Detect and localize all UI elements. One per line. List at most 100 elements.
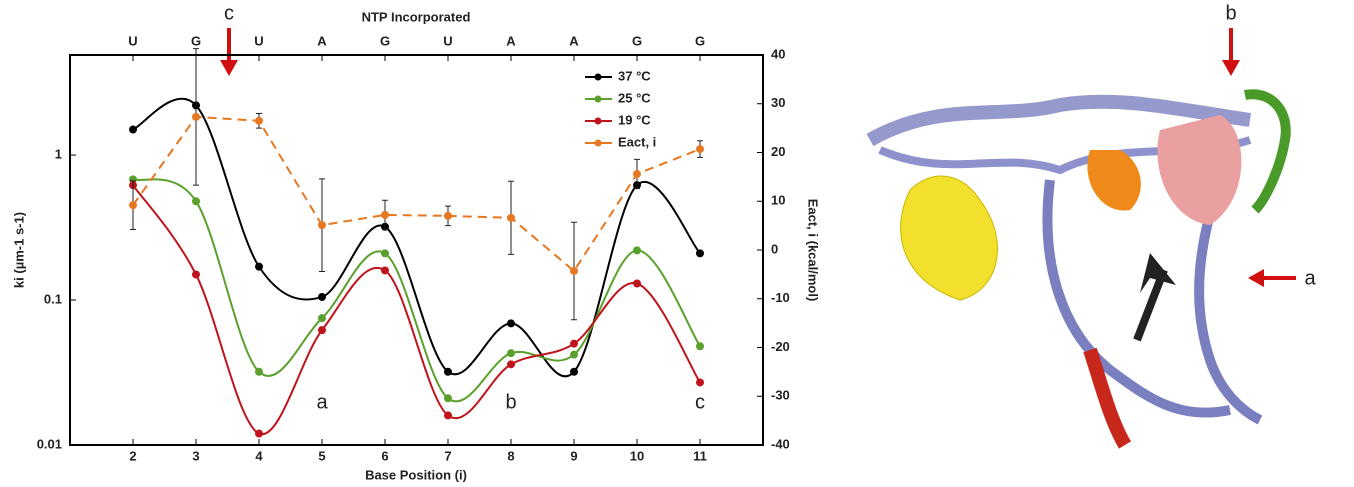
y2-tick-label: -40 bbox=[771, 436, 790, 451]
point bbox=[507, 319, 515, 328]
green-domain bbox=[1244, 89, 1291, 214]
point bbox=[129, 175, 137, 184]
y2-tick-label: 10 bbox=[771, 193, 785, 208]
point bbox=[633, 169, 641, 178]
black-arrow bbox=[1133, 268, 1168, 342]
point bbox=[318, 314, 326, 323]
structure-image: c b a bbox=[220, 2, 1316, 449]
image-label: b bbox=[1225, 2, 1236, 24]
legend-label: 25 °C bbox=[618, 90, 651, 105]
point bbox=[507, 349, 515, 358]
y-tick-label: 1 bbox=[55, 146, 62, 161]
x-tick-label: 7 bbox=[444, 448, 451, 463]
red-arrow-head bbox=[220, 60, 238, 76]
point bbox=[696, 378, 704, 387]
point bbox=[381, 266, 389, 275]
x-tick-label: 3 bbox=[192, 448, 199, 463]
image-label: a bbox=[1304, 267, 1316, 289]
top-tick-label: U bbox=[128, 33, 137, 48]
legend-marker bbox=[594, 117, 602, 125]
orange-domain bbox=[1087, 150, 1141, 211]
point bbox=[633, 246, 641, 255]
yellow-domain bbox=[900, 175, 998, 301]
point bbox=[696, 342, 704, 351]
point bbox=[255, 116, 263, 125]
point bbox=[570, 367, 578, 376]
x-tick-label: 5 bbox=[318, 448, 325, 463]
x-tick-label: 10 bbox=[630, 448, 644, 463]
red-domain bbox=[1083, 347, 1132, 449]
rna-strand bbox=[1042, 179, 1231, 418]
x-tick-label: 4 bbox=[255, 448, 263, 463]
pink-domain bbox=[1157, 115, 1242, 225]
point bbox=[255, 262, 263, 271]
x-tick-label: 9 bbox=[570, 448, 577, 463]
point bbox=[129, 125, 137, 134]
top-tick-label: U bbox=[254, 33, 263, 48]
point bbox=[318, 221, 326, 230]
point bbox=[444, 394, 452, 403]
black-arrow-head bbox=[1140, 253, 1176, 293]
point bbox=[570, 266, 578, 275]
series-line bbox=[132, 97, 701, 378]
point bbox=[633, 279, 641, 288]
point bbox=[255, 429, 263, 438]
y2-tick-label: -20 bbox=[771, 339, 790, 354]
point bbox=[255, 367, 263, 376]
top-tick-label: U bbox=[443, 33, 452, 48]
point bbox=[570, 339, 578, 348]
x-tick-label: 8 bbox=[507, 448, 514, 463]
y-tick-label: 0.1 bbox=[44, 291, 62, 306]
point bbox=[192, 197, 200, 206]
point bbox=[507, 360, 515, 369]
legend-label: 19 °C bbox=[618, 112, 651, 127]
x-tick-label: 6 bbox=[381, 448, 388, 463]
top-axis-label: NTP Incorporated bbox=[362, 9, 471, 24]
image-label: c bbox=[224, 2, 234, 24]
x-axis-label: Base Position (i) bbox=[365, 467, 467, 482]
rna-strand bbox=[1194, 178, 1263, 425]
y2-tick-label: 0 bbox=[771, 241, 778, 256]
point bbox=[318, 326, 326, 335]
point bbox=[444, 211, 452, 220]
legend-marker bbox=[594, 139, 602, 147]
point bbox=[318, 292, 326, 301]
series-line bbox=[132, 184, 701, 436]
y-axis-label: ki (µm-1 s-1) bbox=[11, 212, 26, 288]
point bbox=[444, 411, 452, 420]
point bbox=[192, 112, 200, 121]
y2-axis-label: Eact, i (kcal/mol) bbox=[806, 199, 821, 302]
y2-tick-label: 30 bbox=[771, 95, 785, 110]
y2-tick-label: 40 bbox=[771, 46, 785, 61]
top-tick-label: G bbox=[380, 33, 390, 48]
legend-marker bbox=[594, 73, 602, 81]
top-tick-label: A bbox=[317, 33, 327, 48]
point bbox=[696, 249, 704, 258]
y2-tick-label: -10 bbox=[771, 290, 790, 305]
top-tick-label: G bbox=[191, 33, 201, 48]
point bbox=[507, 213, 515, 222]
top-tick-label: G bbox=[695, 33, 705, 48]
top-tick-label: G bbox=[632, 33, 642, 48]
y2-tick-label: 20 bbox=[771, 144, 785, 159]
x-tick-label: 11 bbox=[693, 448, 707, 463]
legend-label: 37 °C bbox=[618, 68, 651, 83]
series-line bbox=[132, 178, 701, 403]
annotation: b bbox=[505, 391, 516, 413]
top-tick-label: A bbox=[506, 33, 516, 48]
red-arrow-head bbox=[1248, 269, 1264, 287]
point bbox=[381, 249, 389, 258]
point bbox=[192, 270, 200, 279]
rna-strand bbox=[866, 94, 1251, 147]
red-arrow-head bbox=[1222, 60, 1240, 76]
plot-frame bbox=[69, 54, 764, 446]
y2-tick-label: -30 bbox=[771, 388, 790, 403]
point bbox=[444, 367, 452, 376]
legend-marker bbox=[594, 95, 602, 103]
annotation: c bbox=[695, 391, 705, 413]
point bbox=[381, 210, 389, 219]
point bbox=[129, 201, 137, 210]
series-line bbox=[132, 115, 701, 273]
annotation: a bbox=[316, 391, 328, 413]
